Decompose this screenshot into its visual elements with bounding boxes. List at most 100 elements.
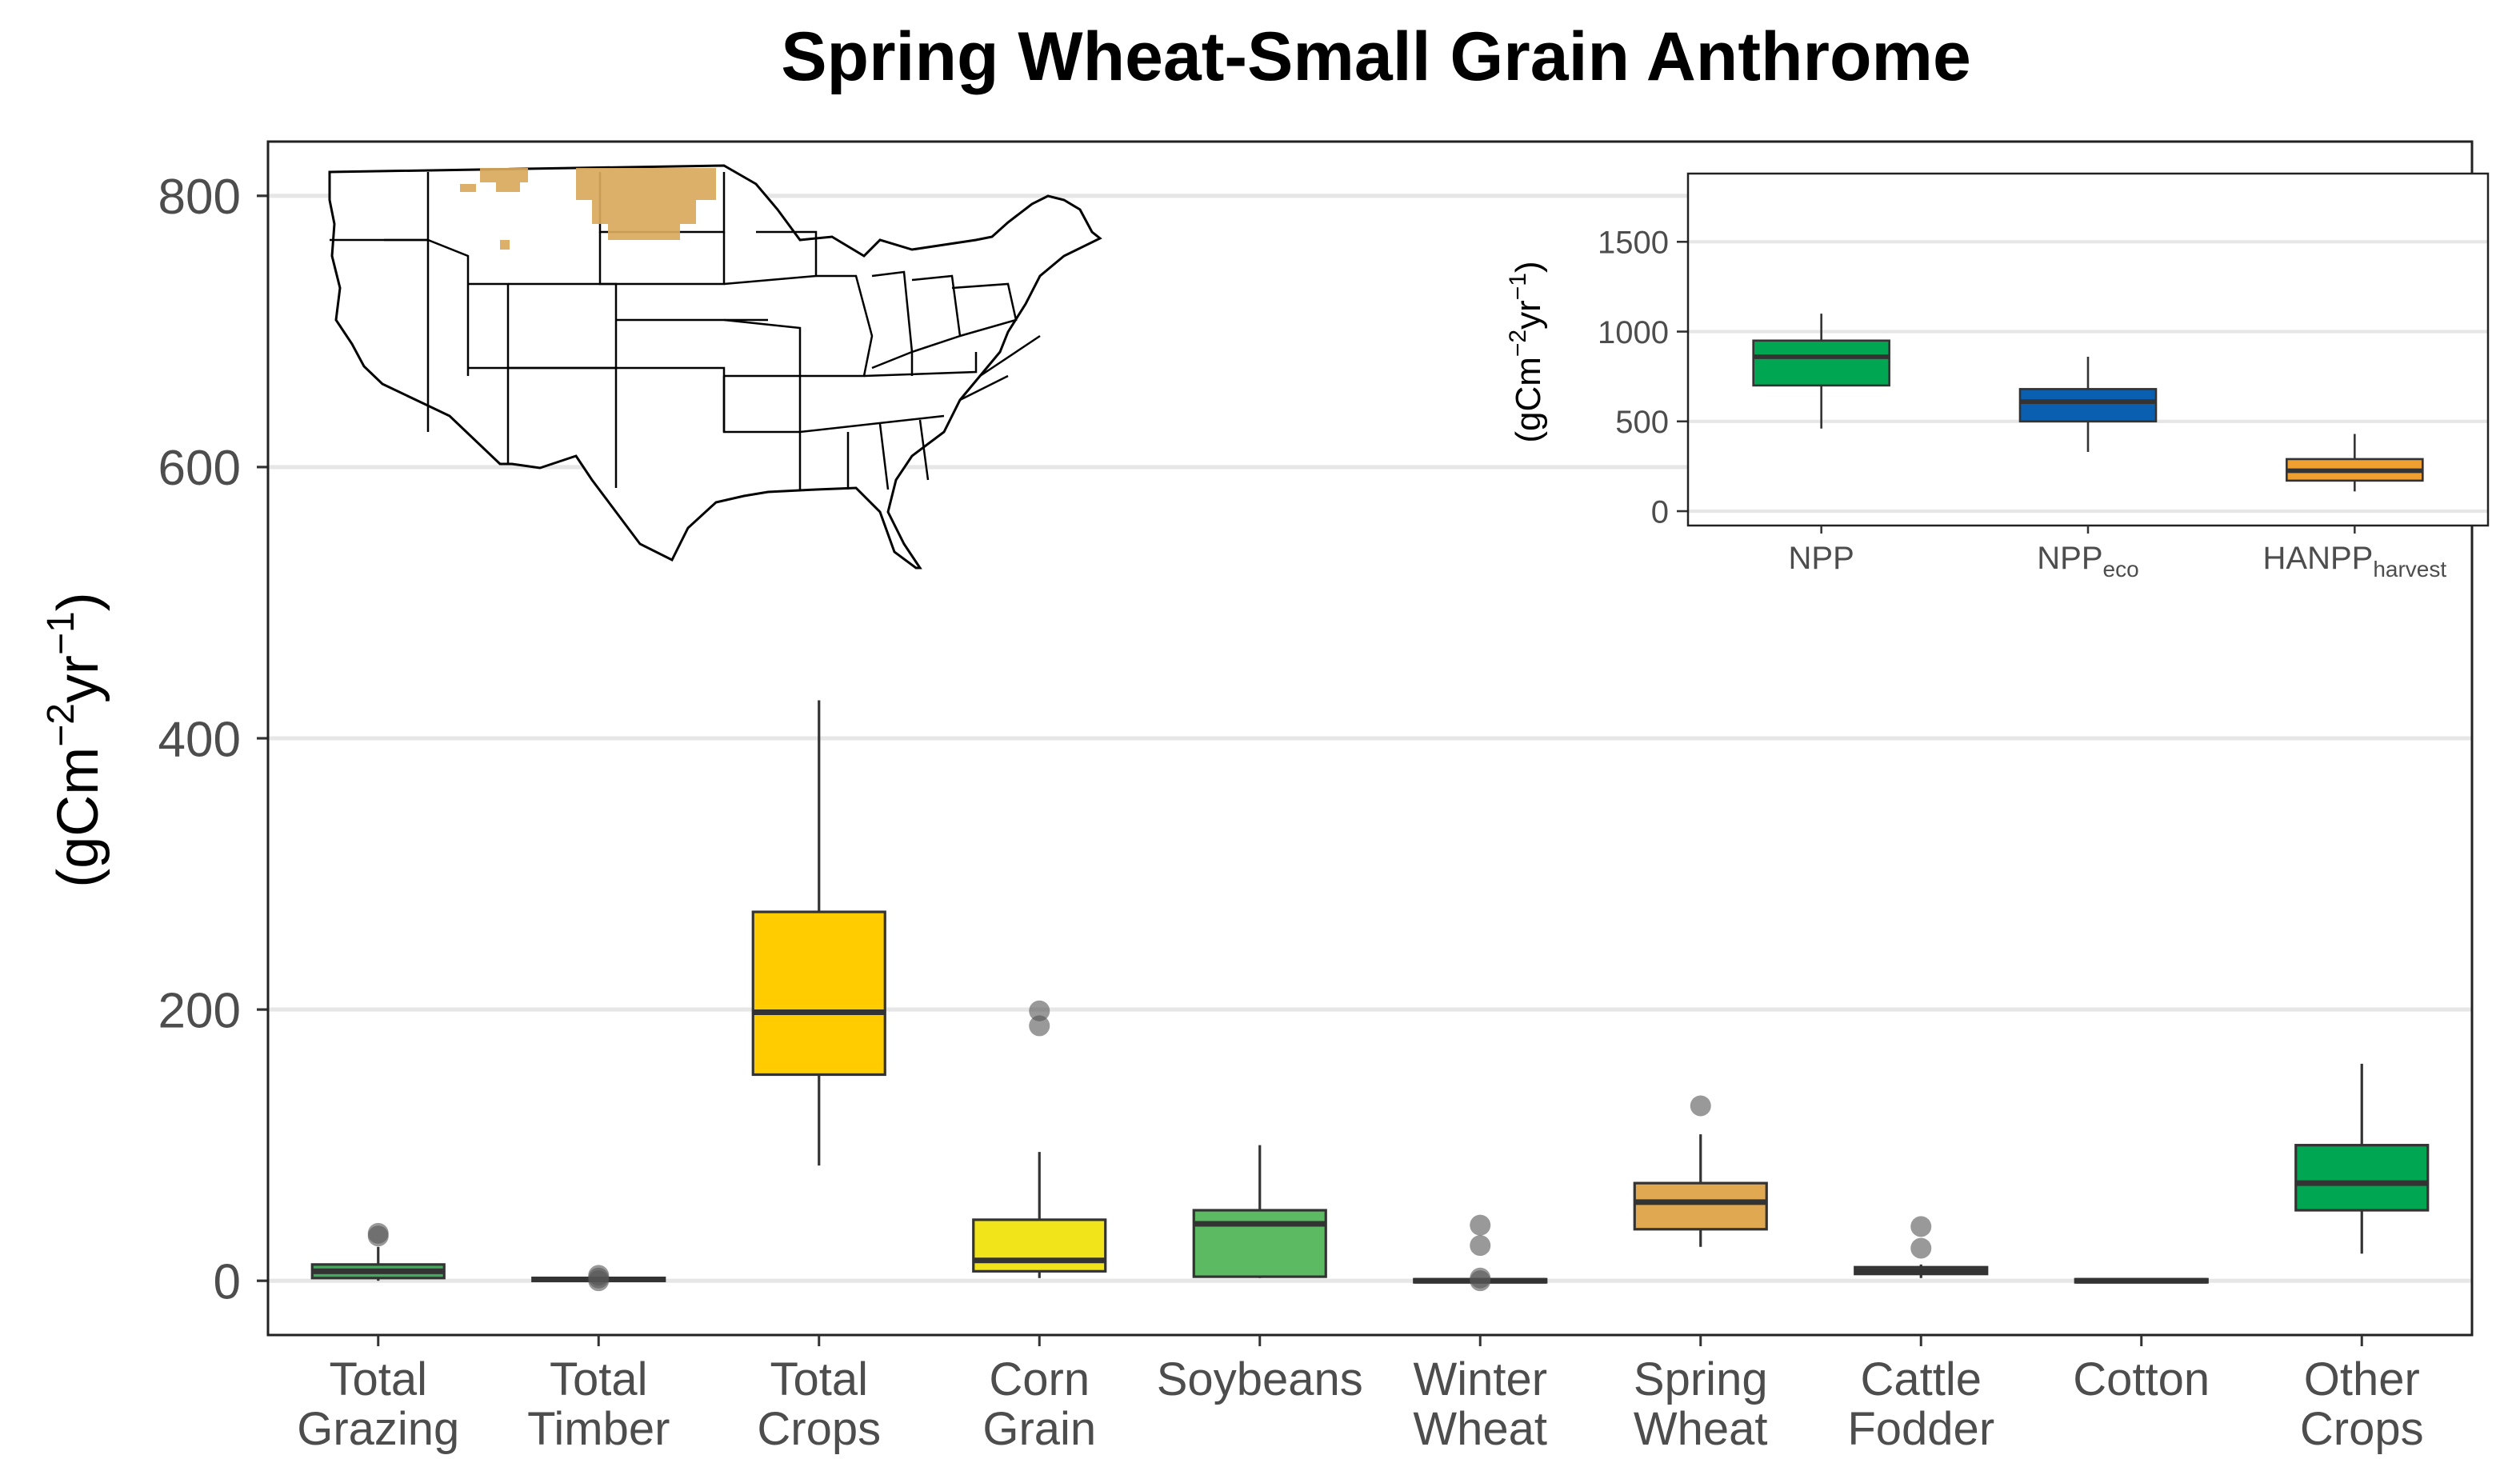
highlight-cell	[496, 182, 520, 192]
highlight-cell	[480, 168, 528, 182]
main-x-tick-label-line2: Crops	[2300, 1403, 2424, 1455]
inset-x-label-subscript: eco	[2103, 557, 2139, 582]
main-outlier-point	[1470, 1214, 1491, 1236]
state-border	[723, 318, 802, 378]
inset-box-2	[2286, 434, 2424, 492]
main-x-tick-label-line1: Soybeans	[1157, 1353, 1363, 1405]
highlight-cell	[500, 240, 510, 250]
inset-x-label-main: NPP	[2037, 541, 2102, 576]
main-box-5	[1413, 1214, 1548, 1292]
main-x-tick-label-line2: Fodder	[1847, 1403, 1994, 1455]
main-outlier-point	[1910, 1216, 1932, 1237]
main-x-tick-label-line2: Wheat	[1634, 1403, 1768, 1455]
main-x-tick-label-line1: Other	[2304, 1353, 2420, 1405]
inset-x-label-main: NPP	[1789, 541, 1854, 576]
main-x-tick-label-line2: Grazing	[297, 1403, 459, 1455]
inset-y-tick-label: 0	[1651, 494, 1669, 530]
main-iqr-box	[1192, 1209, 1327, 1278]
y-label-mid: yr	[46, 655, 110, 703]
main-x-tick-label-line1: Cattle	[1860, 1353, 1982, 1405]
inset-x-tick-label: NPPeco	[2037, 541, 2138, 582]
inset-x-tick-label: NPP	[1789, 541, 1854, 576]
main-x-tick-label-line1: Total	[770, 1353, 868, 1405]
inset-x-label-main: HANPP	[2263, 541, 2374, 576]
inset-y-label-exp2: −1	[1505, 273, 1531, 300]
y-label-prefix: (gCm	[46, 747, 110, 888]
main-y-tick-label: 600	[158, 441, 241, 496]
main-y-tick-label: 200	[158, 983, 241, 1038]
main-y-axis-label: (gCm−2yr−1)	[40, 592, 110, 887]
main-y-axis: 0 200 400 600 800	[158, 170, 268, 1310]
main-box-8	[2074, 1277, 2209, 1284]
state-border	[506, 368, 618, 488]
state-border	[722, 376, 802, 434]
inset-y-axis: 0 500 1000 1500	[1598, 226, 1688, 530]
highlight-cell	[592, 200, 696, 224]
inset-y-label-prefix: (gCm	[1509, 357, 1548, 443]
inset-boxplots	[1752, 314, 2424, 492]
state-border	[598, 232, 726, 286]
main-outlier-point	[1690, 1095, 1711, 1117]
state-border	[863, 352, 978, 378]
state-border	[951, 282, 1018, 338]
inset-iqr-box	[1752, 339, 1890, 387]
main-x-tick-label-line2: Timber	[527, 1403, 670, 1455]
main-x-tick-label-line2: Grain	[982, 1403, 1096, 1455]
main-box-2	[751, 700, 886, 1166]
inset-x-tick-label: HANPPharvest	[2263, 541, 2447, 582]
main-box-9	[2294, 1063, 2430, 1254]
main-panel-border	[266, 140, 2474, 1337]
state-border	[911, 274, 962, 354]
y-label-exp1: −2	[40, 703, 82, 747]
main-box-1	[531, 1265, 666, 1292]
y-label-exp2: −1	[40, 611, 82, 655]
main-outlier-point	[367, 1222, 389, 1244]
main-x-tick-label-line1: Cotton	[2073, 1353, 2210, 1405]
main-x-tick-label-line2: Crops	[757, 1403, 881, 1455]
main-outlier-point	[1470, 1267, 1491, 1289]
main-y-tick-label: 400	[158, 712, 241, 767]
inset-y-label-suffix: )	[1509, 261, 1548, 273]
state-border	[846, 419, 930, 490]
main-box-3	[972, 1000, 1107, 1278]
main-box-0	[310, 1222, 446, 1281]
inset-box-1	[2018, 356, 2158, 452]
inset-y-tick-label: 1500	[1598, 226, 1669, 261]
us-map-outline	[328, 164, 1102, 570]
main-boxplots	[310, 700, 2430, 1292]
inset-y-tick-label: 1000	[1598, 315, 1669, 350]
main-outlier-point	[1470, 1235, 1491, 1257]
inset-y-label-mid: yr	[1509, 300, 1548, 330]
main-box-6	[1633, 1095, 1768, 1247]
highlight-cell	[608, 224, 680, 240]
inset-x-axis: NPP NPPeco HANPPharvest	[1789, 526, 2447, 582]
main-outlier-point	[1029, 1015, 1050, 1037]
state-border	[800, 274, 874, 378]
main-y-tick-label: 0	[214, 1255, 241, 1310]
main-iqr-box	[1633, 1181, 1768, 1231]
highlight-cell	[460, 184, 476, 192]
us-state-borders	[330, 172, 1041, 490]
main-y-tick-label: 800	[158, 170, 241, 225]
state-border	[798, 414, 945, 490]
inset-box-0	[1752, 314, 1890, 429]
inset-y-tick-label: 500	[1615, 405, 1669, 440]
main-x-tick-label-line1: Total	[550, 1353, 648, 1405]
state-border	[330, 238, 470, 376]
main-box-7	[1854, 1216, 1989, 1278]
inset-y-label-exp1: −2	[1505, 330, 1531, 357]
state-border	[723, 230, 818, 286]
spring-wheat-region-highlight	[460, 168, 716, 250]
main-outlier-point	[588, 1265, 610, 1286]
main-iqr-box	[972, 1218, 1107, 1273]
highlight-cell	[576, 168, 716, 200]
main-x-tick-label-line1: Total	[329, 1353, 427, 1405]
main-box-4	[1192, 1145, 1327, 1278]
contiguous-us-map	[328, 164, 1102, 570]
main-iqr-box	[751, 910, 886, 1077]
main-x-tick-label-line1: Corn	[989, 1353, 1090, 1405]
state-border	[468, 282, 510, 370]
main-outlier-point	[1910, 1237, 1932, 1259]
